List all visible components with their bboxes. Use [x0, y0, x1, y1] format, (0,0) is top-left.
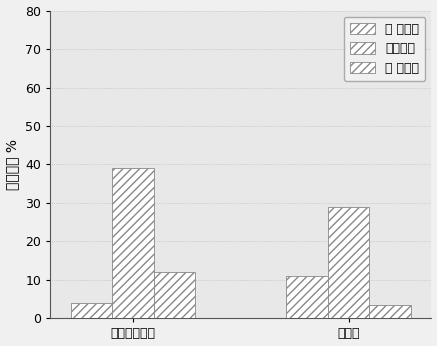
Bar — [71, 303, 112, 318]
Bar — [328, 207, 369, 318]
Bar — [369, 305, 411, 318]
Bar — [286, 276, 328, 318]
Legend: 非 活性隙, 毛管空隙, 通 气空隙: 非 活性隙, 毛管空隙, 通 气空隙 — [343, 17, 425, 81]
Y-axis label: 空隙占比 %: 空隙占比 % — [6, 139, 20, 190]
Bar — [154, 272, 195, 318]
Bar — [112, 169, 154, 318]
